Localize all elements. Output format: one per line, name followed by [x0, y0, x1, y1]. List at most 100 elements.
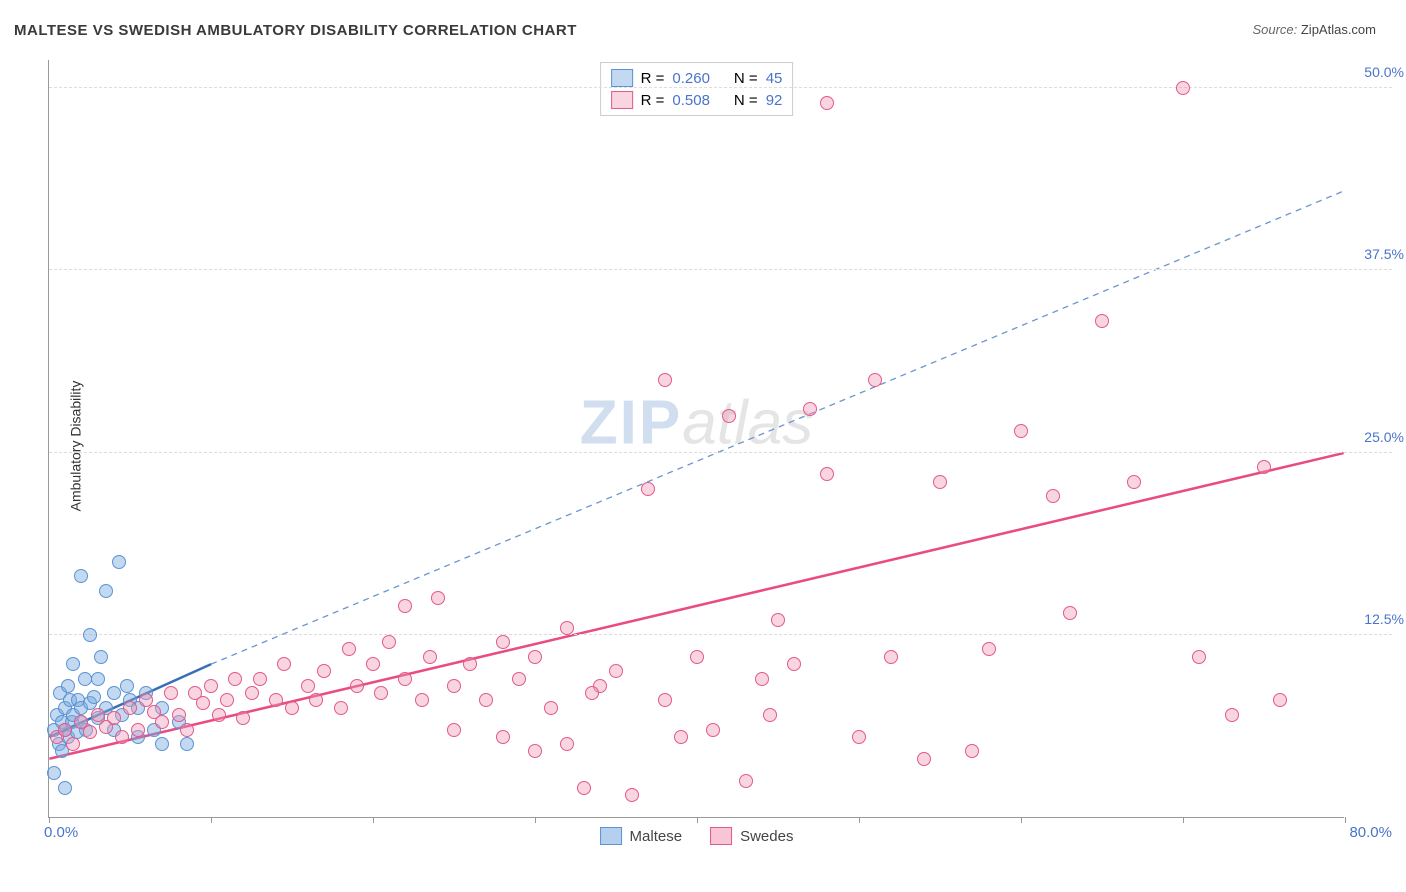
scatter-point	[180, 723, 194, 737]
scatter-point	[301, 679, 315, 693]
gridline-h	[49, 634, 1392, 635]
scatter-point	[285, 701, 299, 715]
r-label: R =	[641, 92, 665, 109]
r-value-maltese: 0.260	[672, 70, 710, 87]
scatter-point	[99, 584, 113, 598]
plot-area: ZIPatlas R = 0.260 N = 45 R = 0.508 N = …	[48, 60, 1344, 818]
scatter-point	[350, 679, 364, 693]
scatter-point	[1095, 314, 1109, 328]
scatter-point	[1273, 693, 1287, 707]
scatter-point	[528, 650, 542, 664]
scatter-point	[884, 650, 898, 664]
x-tick	[211, 817, 212, 823]
scatter-point	[334, 701, 348, 715]
gridline-h	[49, 452, 1392, 453]
scatter-point	[277, 657, 291, 671]
n-value-swedes: 92	[766, 92, 783, 109]
scatter-point	[78, 672, 92, 686]
scatter-point	[107, 711, 121, 725]
scatter-point	[787, 657, 801, 671]
scatter-point	[74, 569, 88, 583]
scatter-point	[374, 686, 388, 700]
scatter-point	[236, 711, 250, 725]
scatter-point	[269, 693, 283, 707]
trend-lines	[49, 60, 1344, 817]
scatter-point	[180, 737, 194, 751]
scatter-point	[528, 744, 542, 758]
source-attribution: Source: ZipAtlas.com	[1252, 22, 1376, 37]
chart-title: MALTESE VS SWEDISH AMBULATORY DISABILITY…	[14, 22, 577, 39]
legend-label-swedes: Swedes	[740, 828, 793, 845]
y-tick-label: 50.0%	[1364, 64, 1404, 80]
scatter-point	[47, 766, 61, 780]
scatter-point	[342, 642, 356, 656]
scatter-point	[447, 723, 461, 737]
trend-line	[211, 191, 1344, 664]
x-tick	[49, 817, 50, 823]
scatter-point	[982, 642, 996, 656]
scatter-point	[91, 672, 105, 686]
scatter-point	[309, 693, 323, 707]
scatter-point	[317, 664, 331, 678]
scatter-point	[706, 723, 720, 737]
scatter-point	[560, 621, 574, 635]
x-tick	[373, 817, 374, 823]
scatter-point	[220, 693, 234, 707]
scatter-point	[164, 686, 178, 700]
scatter-point	[83, 725, 97, 739]
scatter-point	[544, 701, 558, 715]
scatter-point	[398, 672, 412, 686]
swatch-swedes	[611, 91, 633, 109]
scatter-point	[1257, 460, 1271, 474]
x-tick	[1183, 817, 1184, 823]
scatter-point	[965, 744, 979, 758]
stats-row-maltese: R = 0.260 N = 45	[611, 67, 783, 89]
source-name: ZipAtlas.com	[1301, 22, 1376, 37]
r-label: R =	[641, 70, 665, 87]
scatter-point	[1014, 424, 1028, 438]
scatter-point	[366, 657, 380, 671]
scatter-point	[155, 715, 169, 729]
scatter-point	[917, 752, 931, 766]
scatter-point	[61, 679, 75, 693]
chart-container: MALTESE VS SWEDISH AMBULATORY DISABILITY…	[0, 0, 1406, 892]
scatter-point	[771, 613, 785, 627]
scatter-point	[431, 591, 445, 605]
x-tick	[859, 817, 860, 823]
scatter-point	[755, 672, 769, 686]
scatter-point	[658, 373, 672, 387]
scatter-point	[803, 402, 817, 416]
scatter-point	[852, 730, 866, 744]
watermark-zip: ZIP	[580, 389, 682, 458]
legend-label-maltese: Maltese	[630, 828, 683, 845]
y-tick-label: 12.5%	[1364, 611, 1404, 627]
scatter-point	[120, 679, 134, 693]
scatter-point	[641, 482, 655, 496]
scatter-point	[496, 730, 510, 744]
scatter-point	[112, 555, 126, 569]
legend-item-swedes: Swedes	[710, 827, 793, 845]
x-tick	[1345, 817, 1346, 823]
scatter-point	[83, 628, 97, 642]
y-tick-label: 25.0%	[1364, 429, 1404, 445]
scatter-point	[560, 737, 574, 751]
scatter-point	[1176, 81, 1190, 95]
scatter-point	[463, 657, 477, 671]
scatter-point	[115, 730, 129, 744]
scatter-point	[585, 686, 599, 700]
watermark: ZIPatlas	[580, 388, 813, 459]
scatter-point	[625, 788, 639, 802]
scatter-point	[763, 708, 777, 722]
scatter-point	[690, 650, 704, 664]
scatter-point	[868, 373, 882, 387]
scatter-point	[739, 774, 753, 788]
legend-swatch-swedes	[710, 827, 732, 845]
scatter-point	[674, 730, 688, 744]
gridline-h	[49, 87, 1392, 88]
series-legend: Maltese Swedes	[600, 827, 794, 845]
scatter-point	[107, 686, 121, 700]
x-axis-min-label: 0.0%	[44, 824, 78, 841]
source-label: Source:	[1252, 22, 1300, 37]
stats-legend: R = 0.260 N = 45 R = 0.508 N = 92	[600, 62, 794, 116]
scatter-point	[496, 635, 510, 649]
